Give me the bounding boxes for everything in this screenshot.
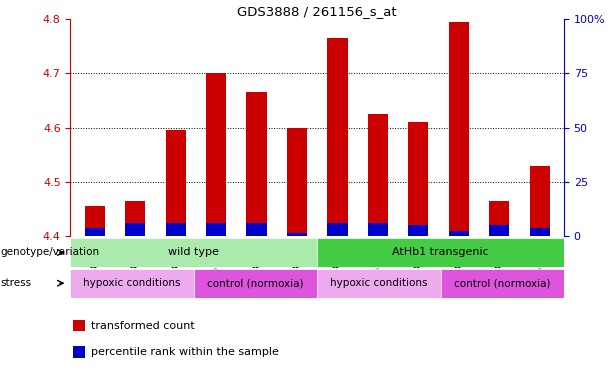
Text: stress: stress <box>1 278 32 288</box>
Bar <box>206 223 226 236</box>
Bar <box>318 269 441 298</box>
Text: genotype/variation: genotype/variation <box>1 247 100 258</box>
Bar <box>74 320 85 331</box>
Bar <box>449 231 469 236</box>
Text: control (normoxia): control (normoxia) <box>454 278 550 288</box>
Bar <box>125 223 145 236</box>
Bar <box>441 269 564 298</box>
Text: hypoxic conditions: hypoxic conditions <box>330 278 428 288</box>
Bar <box>246 93 267 236</box>
Text: wild type: wild type <box>169 247 219 258</box>
Bar <box>85 228 105 236</box>
Bar <box>70 269 194 298</box>
Bar <box>408 225 428 236</box>
Bar <box>368 114 388 236</box>
Bar <box>530 228 550 236</box>
Bar <box>194 269 318 298</box>
Bar <box>449 22 469 236</box>
Text: AtHb1 transgenic: AtHb1 transgenic <box>392 247 489 258</box>
Bar <box>327 223 348 236</box>
Bar <box>85 206 105 236</box>
Bar <box>408 122 428 236</box>
Bar <box>489 201 509 236</box>
Text: control (normoxia): control (normoxia) <box>207 278 304 288</box>
Bar <box>530 166 550 236</box>
Bar <box>206 73 226 236</box>
Bar <box>287 128 307 236</box>
Bar <box>74 346 85 358</box>
Bar <box>166 223 186 236</box>
Bar <box>125 201 145 236</box>
Bar <box>489 225 509 236</box>
Text: transformed count: transformed count <box>91 321 195 331</box>
Bar <box>70 238 318 267</box>
Bar <box>318 238 564 267</box>
Bar <box>166 131 186 236</box>
Bar <box>287 233 307 236</box>
Title: GDS3888 / 261156_s_at: GDS3888 / 261156_s_at <box>237 5 397 18</box>
Bar <box>327 38 348 236</box>
Bar <box>368 223 388 236</box>
Text: percentile rank within the sample: percentile rank within the sample <box>91 347 279 357</box>
Bar <box>246 223 267 236</box>
Text: hypoxic conditions: hypoxic conditions <box>83 278 181 288</box>
